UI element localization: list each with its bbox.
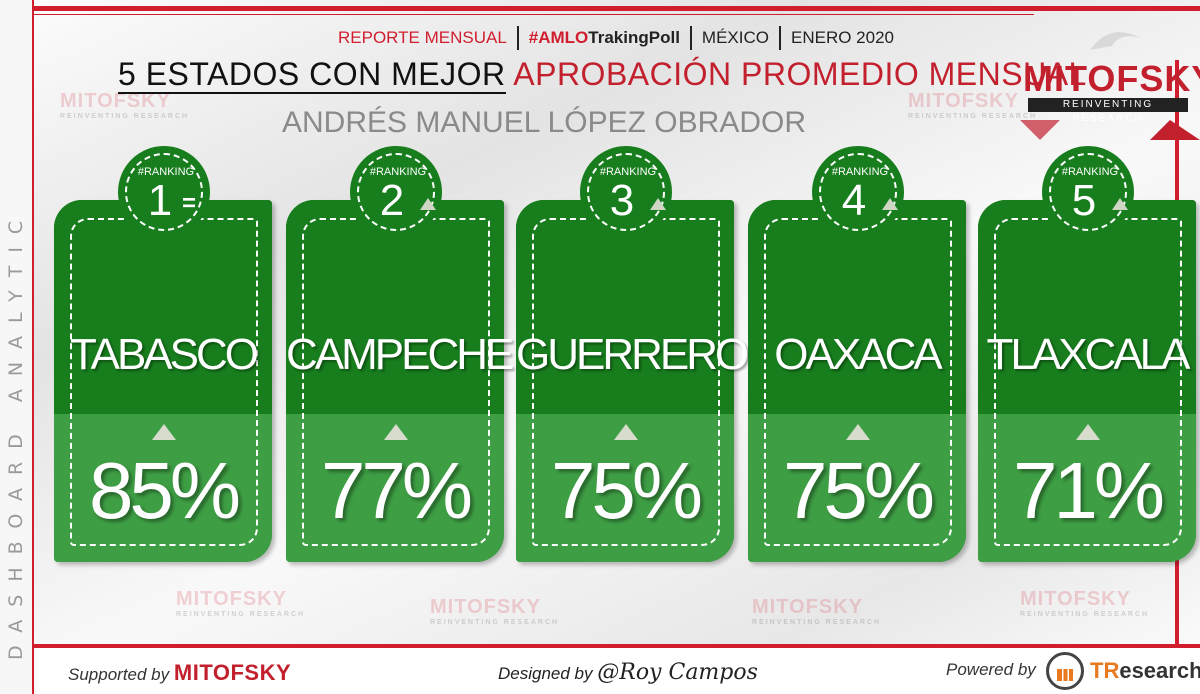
country-label: MÉXICO: [701, 28, 769, 47]
ranking-label: #RANKING: [831, 166, 889, 178]
badge-dashed-ring: [819, 153, 897, 231]
watermark: MITOFSKY REINVENTING RESEARCH: [908, 90, 1038, 120]
report-label: REPORTE MENSUAL: [338, 28, 507, 47]
equal-icon: =: [182, 190, 197, 217]
state-card-5: #RANKING 5 TLAXCALA 71%: [978, 146, 1196, 566]
approval-value: 85%: [88, 446, 241, 535]
rank-up-icon: [882, 198, 898, 210]
approval-value: 75%: [782, 446, 935, 535]
rank-number: 2: [379, 176, 405, 225]
top-red-thin-line: [34, 14, 1034, 15]
hashtag: #AMLOTrakingPoll: [528, 28, 680, 47]
page-subtitle: ANDRÉS MANUEL LÓPEZ OBRADOR: [282, 106, 806, 139]
tresearch-wordmark: TResearch: [1090, 658, 1200, 683]
approval-value: 77%: [320, 446, 473, 535]
rank-number: 4: [841, 176, 867, 225]
rank-badge: #RANKING 4: [812, 146, 904, 238]
logo-emblem-icon: [1020, 32, 1200, 140]
rank-number: 5: [1071, 176, 1097, 225]
approval-value: 71%: [1012, 446, 1165, 535]
rank-badge: #RANKING 5: [1042, 146, 1134, 238]
supported-by: Supported by MITOFSKY: [68, 660, 292, 685]
rank-number: 1: [147, 176, 173, 225]
rank-up-icon: [1112, 198, 1128, 210]
approval-value: 75%: [550, 446, 703, 535]
badge-dashed-ring: [1049, 153, 1127, 231]
title-part-1: 5 ESTADOS CON MEJOR: [118, 56, 506, 94]
page-title: 5 ESTADOS CON MEJOR APROBACIÓN PROMEDIO …: [118, 56, 1087, 94]
sidebar-vertical-text: DASHBOARD ANALYTIC: [5, 207, 27, 660]
ranking-label: #RANKING: [137, 166, 195, 178]
trend-up-icon: [384, 424, 408, 440]
watermark: MITOFSKY REINVENTING RESEARCH: [176, 588, 306, 618]
header-separator: [778, 26, 781, 50]
ranking-label: #RANKING: [369, 166, 427, 178]
rank-badge: #RANKING 2: [350, 146, 442, 238]
tresearch-logo-icon: [1046, 652, 1084, 690]
trend-up-icon: [614, 424, 638, 440]
header-bar: REPORTE MENSUAL #AMLOTrakingPoll MÉXICO …: [338, 24, 894, 52]
trend-up-icon: [846, 424, 870, 440]
state-name: TLAXCALA: [986, 330, 1191, 379]
watermark: MITOFSKY REINVENTING RESEARCH: [60, 90, 190, 120]
designed-by: Designed by @Roy Campos: [498, 660, 758, 685]
badge-dashed-ring: [357, 153, 435, 231]
state-name: OAXACA: [774, 330, 942, 379]
state-card-2: #RANKING 2 CAMPECHE 77%: [286, 146, 514, 566]
ranking-label: #RANKING: [1061, 166, 1119, 178]
watermark: MITOFSKY REINVENTING RESEARCH: [752, 596, 882, 626]
state-card-4: #RANKING 4 OAXACA 75%: [748, 146, 966, 566]
watermark: MITOFSKY REINVENTING RESEARCH: [1020, 588, 1150, 618]
rank-number: 3: [609, 176, 635, 225]
state-card-3: #RANKING 3 GUERRERO 75%: [516, 146, 749, 566]
title-part-2: APROBACIÓN PROMEDIO MENSUAL: [513, 56, 1087, 92]
trend-up-icon: [152, 424, 176, 440]
state-card-1: #RANKING 1 = TABASCO 85%: [54, 146, 272, 566]
rank-badge: #RANKING 1 =: [118, 146, 210, 238]
card-body: [516, 200, 734, 562]
ranking-label: #RANKING: [599, 166, 657, 178]
watermark: MITOFSKY REINVENTING RESEARCH: [430, 596, 560, 626]
trend-up-icon: [1076, 424, 1100, 440]
mitofsky-logo: MITOFSKY REINVENTING RESEARCH: [1020, 20, 1200, 140]
rank-up-icon: [420, 198, 436, 210]
left-sidebar: [0, 0, 34, 694]
powered-by: Powered by: [946, 660, 1036, 679]
state-name: CAMPECHE: [286, 330, 514, 379]
header-separator: [516, 26, 519, 50]
rank-up-icon: [650, 198, 666, 210]
period-label: ENERO 2020: [790, 28, 894, 47]
logo-tagline: REINVENTING RESEARCH: [1028, 98, 1188, 124]
top-red-line: [34, 6, 1200, 11]
badge-dashed-ring: [125, 153, 203, 231]
badge-dashed-ring: [587, 153, 665, 231]
header-separator: [689, 26, 692, 50]
footer: Supported by MITOFSKY Designed by @Roy C…: [36, 648, 1200, 694]
logo-wordmark: MITOFSKY: [1023, 58, 1200, 99]
state-name: GUERRERO: [516, 330, 749, 379]
rank-badge: #RANKING 3: [580, 146, 672, 238]
bottom-red-line: [34, 644, 1200, 648]
state-name: TABASCO: [69, 330, 259, 379]
